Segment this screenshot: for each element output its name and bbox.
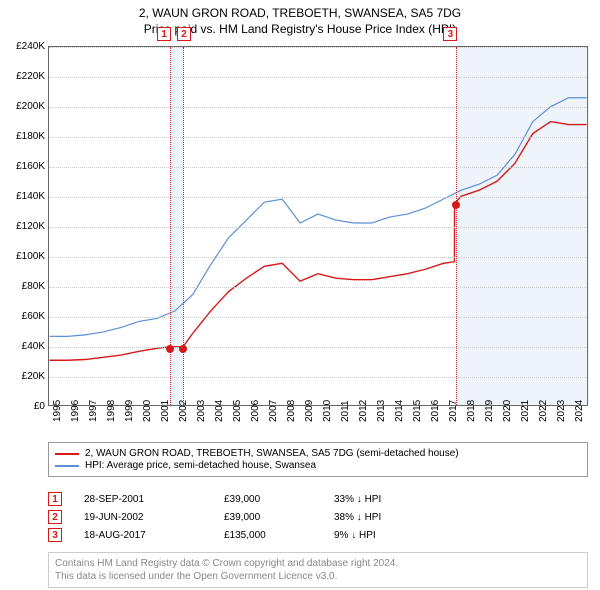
legend-label: 2, WAUN GRON ROAD, TREBOETH, SWANSEA, SA… xyxy=(85,448,459,459)
y-axis-label: £20K xyxy=(1,371,45,382)
x-axis-label: 2004 xyxy=(214,400,225,422)
y-axis-label: £180K xyxy=(1,131,45,142)
sales-price: £39,000 xyxy=(224,512,334,523)
sale-dot xyxy=(166,345,174,353)
x-axis-label: 2006 xyxy=(250,400,261,422)
x-axis-label: 2000 xyxy=(142,400,153,422)
chart-container: 2, WAUN GRON ROAD, TREBOETH, SWANSEA, SA… xyxy=(0,0,600,590)
sales-diff: 9% ↓ HPI xyxy=(334,530,444,541)
y-gridline xyxy=(49,287,587,288)
sale-dot xyxy=(452,201,460,209)
footer-line1: Contains HM Land Registry data © Crown c… xyxy=(55,557,581,570)
x-axis-label: 2023 xyxy=(556,400,567,422)
y-gridline xyxy=(49,137,587,138)
x-axis-label: 2009 xyxy=(304,400,315,422)
x-axis-label: 2021 xyxy=(520,400,531,422)
x-axis-label: 2011 xyxy=(340,400,351,422)
sale-marker-box: 2 xyxy=(177,27,191,41)
x-axis-label: 1995 xyxy=(52,400,63,422)
title-line2: Price paid vs. HM Land Registry's House … xyxy=(0,22,600,36)
footer-line2: This data is licensed under the Open Gov… xyxy=(55,570,581,583)
sales-price: £39,000 xyxy=(224,494,334,505)
x-axis-label: 1997 xyxy=(88,400,99,422)
sales-diff: 38% ↓ HPI xyxy=(334,512,444,523)
y-axis-label: £120K xyxy=(1,221,45,232)
x-axis-label: 2016 xyxy=(430,400,441,422)
y-gridline xyxy=(49,377,587,378)
legend-row: 2, WAUN GRON ROAD, TREBOETH, SWANSEA, SA… xyxy=(55,448,581,459)
sales-table: 1 28-SEP-2001£39,00033% ↓ HPI 2 19-JUN-2002… xyxy=(48,490,588,544)
x-axis-label: 2003 xyxy=(196,400,207,422)
series-line xyxy=(50,98,587,337)
sales-diff: 33% ↓ HPI xyxy=(334,494,444,505)
y-gridline xyxy=(49,77,587,78)
y-axis-label: £40K xyxy=(1,341,45,352)
legend-swatch xyxy=(55,453,79,455)
sales-price: £135,000 xyxy=(224,530,334,541)
y-axis-label: £240K xyxy=(1,41,45,52)
y-axis-label: £0 xyxy=(1,401,45,412)
x-axis-label: 2008 xyxy=(286,400,297,422)
sale-vline xyxy=(456,47,457,405)
y-gridline xyxy=(49,227,587,228)
y-gridline xyxy=(49,47,587,48)
sale-marker-box: 1 xyxy=(157,27,171,41)
x-axis-label: 2020 xyxy=(502,400,513,422)
y-axis-label: £200K xyxy=(1,101,45,112)
y-axis-label: £60K xyxy=(1,311,45,322)
x-axis-label: 1996 xyxy=(70,400,81,422)
x-axis-label: 1998 xyxy=(106,400,117,422)
sales-date: 18-AUG-2017 xyxy=(84,530,224,541)
legend-label: HPI: Average price, semi-detached house,… xyxy=(85,460,316,471)
sales-num-box: 1 xyxy=(48,492,62,506)
legend-row: HPI: Average price, semi-detached house,… xyxy=(55,460,581,471)
x-axis-label: 2013 xyxy=(376,400,387,422)
y-axis-label: £80K xyxy=(1,281,45,292)
sales-row: 1 28-SEP-2001£39,00033% ↓ HPI xyxy=(48,490,588,508)
y-axis-label: £100K xyxy=(1,251,45,262)
sale-marker-box: 3 xyxy=(443,27,457,41)
x-axis-label: 2007 xyxy=(268,400,279,422)
title-line1: 2, WAUN GRON ROAD, TREBOETH, SWANSEA, SA… xyxy=(0,6,600,20)
y-gridline xyxy=(49,347,587,348)
sales-date: 19-JUN-2002 xyxy=(84,512,224,523)
y-axis-label: £160K xyxy=(1,161,45,172)
sales-num-box: 3 xyxy=(48,528,62,542)
sales-row: 2 19-JUN-2002£39,00038% ↓ HPI xyxy=(48,508,588,526)
x-axis-label: 2005 xyxy=(232,400,243,422)
y-gridline xyxy=(49,317,587,318)
y-gridline xyxy=(49,257,587,258)
x-axis-label: 2017 xyxy=(448,400,459,422)
x-axis-label: 2022 xyxy=(538,400,549,422)
x-axis-label: 2010 xyxy=(322,400,333,422)
y-gridline xyxy=(49,107,587,108)
y-gridline xyxy=(49,197,587,198)
sales-num-box: 2 xyxy=(48,510,62,524)
legend-swatch xyxy=(55,465,79,467)
title-block: 2, WAUN GRON ROAD, TREBOETH, SWANSEA, SA… xyxy=(0,0,600,38)
x-axis-label: 2024 xyxy=(574,400,585,422)
chart-plot-area: £0£20K£40K£60K£80K£100K£120K£140K£160K£1… xyxy=(48,46,588,406)
sales-row: 3 18-AUG-2017£135,0009% ↓ HPI xyxy=(48,526,588,544)
x-axis-label: 1999 xyxy=(124,400,135,422)
sale-dot xyxy=(179,345,187,353)
footer-attribution: Contains HM Land Registry data © Crown c… xyxy=(48,552,588,588)
chart-svg xyxy=(49,47,587,405)
y-axis-label: £140K xyxy=(1,191,45,202)
sales-date: 28-SEP-2001 xyxy=(84,494,224,505)
legend: 2, WAUN GRON ROAD, TREBOETH, SWANSEA, SA… xyxy=(48,442,588,477)
y-gridline xyxy=(49,167,587,168)
x-axis-label: 2019 xyxy=(484,400,495,422)
x-axis-label: 2014 xyxy=(394,400,405,422)
x-axis-label: 2012 xyxy=(358,400,369,422)
x-axis-label: 2015 xyxy=(412,400,423,422)
y-axis-label: £220K xyxy=(1,71,45,82)
x-axis-label: 2018 xyxy=(466,400,477,422)
